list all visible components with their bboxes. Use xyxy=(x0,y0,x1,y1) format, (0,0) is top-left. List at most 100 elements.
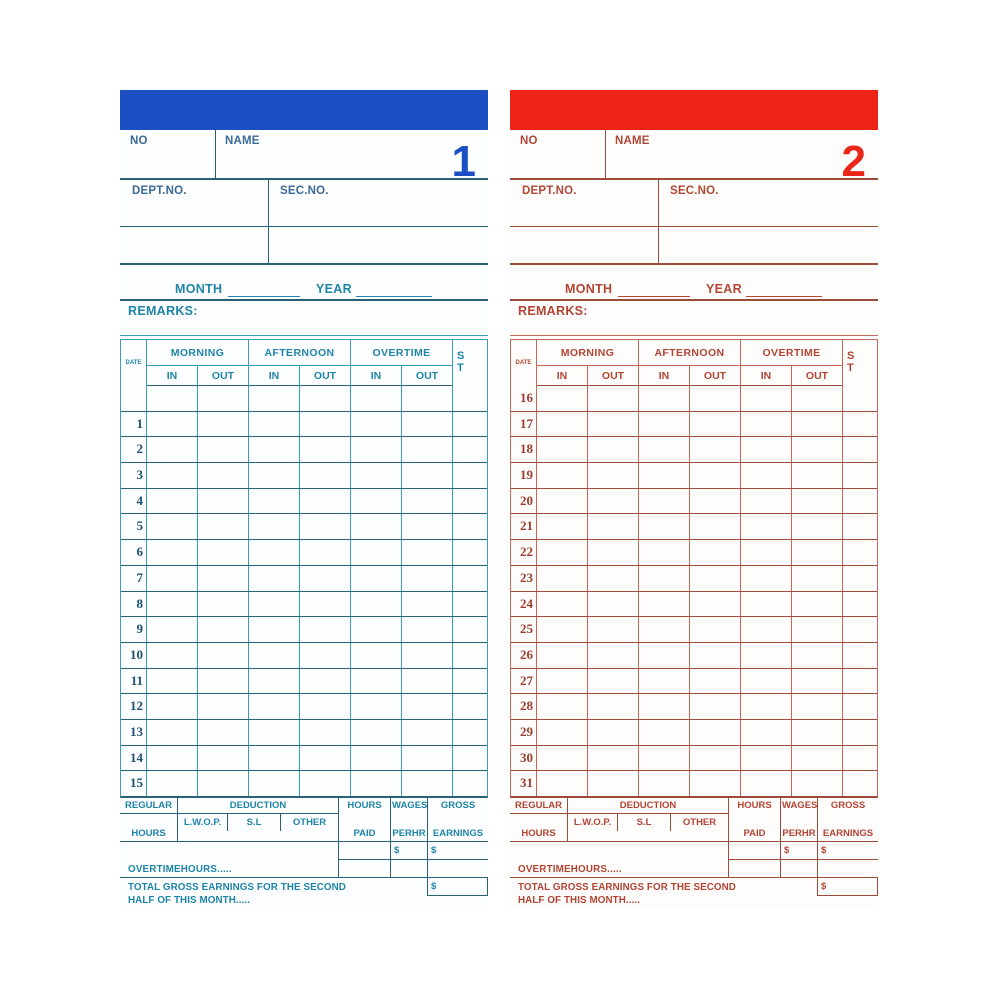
date-cell: 7 xyxy=(121,565,147,591)
table-row: 12 xyxy=(121,694,487,720)
divider xyxy=(605,130,606,178)
time-cell xyxy=(741,488,792,514)
time-cell xyxy=(300,565,351,591)
date-cell: 26 xyxy=(511,642,537,668)
time-cell xyxy=(639,488,690,514)
table-row: 8 xyxy=(121,591,487,618)
st-cell xyxy=(843,412,877,437)
summary-block: REGULAR HOURS DEDUCTION L.W.O.P. S.L OTH… xyxy=(510,797,878,907)
time-cell xyxy=(741,668,792,694)
name-label: NAME xyxy=(615,135,650,147)
time-cell xyxy=(792,745,843,771)
time-cell xyxy=(690,514,741,540)
table-row: 6 xyxy=(121,540,487,566)
hours-paid-value-cell xyxy=(338,842,390,860)
regular-hours-cell: REGULAR HOURS xyxy=(510,798,568,842)
table-row: 11 xyxy=(121,668,487,695)
time-cell xyxy=(300,411,351,437)
time-cell xyxy=(249,745,300,771)
st-cell xyxy=(453,412,487,437)
st-bottom: T xyxy=(457,362,464,374)
year-blank-line xyxy=(746,296,822,297)
date-cell: 9 xyxy=(121,617,147,642)
st-cell xyxy=(843,643,877,668)
divider xyxy=(215,130,216,178)
time-cell xyxy=(690,745,741,771)
total-line-1: TOTAL GROSS EARNINGS FOR THE SECOND xyxy=(518,882,736,893)
time-cell xyxy=(537,771,588,796)
afternoon-header: AFTERNOON xyxy=(639,340,741,366)
time-cell xyxy=(741,591,792,617)
time-cell xyxy=(741,617,792,642)
month-label: MONTH xyxy=(565,282,613,296)
time-cell xyxy=(351,668,402,694)
table-row: 13 xyxy=(121,719,487,746)
table-row: 30 xyxy=(511,745,877,772)
table-row: 7 xyxy=(121,565,487,592)
time-cell xyxy=(741,642,792,668)
time-cell xyxy=(147,386,198,411)
time-cell xyxy=(792,386,843,411)
time-cell xyxy=(741,463,792,488)
time-cell xyxy=(249,437,300,463)
hours-paid-value-cell xyxy=(728,842,780,860)
time-cell xyxy=(402,617,453,642)
out-header: OUT xyxy=(198,366,249,386)
time-cell xyxy=(792,463,843,488)
no-label: NO xyxy=(130,135,148,147)
table-row: 15 xyxy=(121,771,487,797)
time-cell xyxy=(588,565,639,591)
sec-no-label: SEC.NO. xyxy=(670,185,719,197)
time-cell xyxy=(147,411,198,437)
overtime-hours-label: OVERTIMEHOURS..... xyxy=(120,860,338,878)
gross-dollar-cell: $ xyxy=(427,842,488,860)
time-cell xyxy=(300,668,351,694)
empty-cell xyxy=(120,842,338,860)
time-cell xyxy=(300,642,351,668)
time-cell xyxy=(537,617,588,642)
time-cell xyxy=(300,540,351,565)
table-row: 24 xyxy=(511,591,877,618)
st-cell xyxy=(843,720,877,745)
paid-label: PAID xyxy=(353,828,376,839)
blank-row xyxy=(510,227,878,265)
dollar-sign: $ xyxy=(821,845,827,856)
date-cell: 10 xyxy=(121,642,147,668)
time-cell xyxy=(198,694,249,719)
time-grid-header: DATE MORNING AFTERNOON OVERTIME S T IN O… xyxy=(121,340,487,386)
date-cell: 8 xyxy=(121,591,147,617)
time-cell xyxy=(147,437,198,463)
time-cell xyxy=(792,540,843,565)
period-row: MONTH YEAR xyxy=(120,280,488,299)
time-cell xyxy=(402,488,453,514)
time-cell xyxy=(198,668,249,694)
st-cell xyxy=(453,771,487,796)
date-cell: 22 xyxy=(511,540,537,565)
time-cell xyxy=(147,771,198,796)
time-cell xyxy=(300,694,351,719)
lwop-label: L.W.O.P. xyxy=(568,814,618,831)
table-row: 10 xyxy=(121,642,487,669)
earnings-label: EARNINGS xyxy=(822,828,874,839)
time-cell xyxy=(249,642,300,668)
time-cell xyxy=(249,514,300,540)
time-cell xyxy=(588,617,639,642)
wages-dollar-cell: $ xyxy=(780,842,817,860)
time-cell xyxy=(690,719,741,745)
time-cell xyxy=(147,719,198,745)
time-cell xyxy=(588,694,639,719)
date-cell xyxy=(121,386,147,411)
hours-paid-label: HOURS xyxy=(737,800,772,811)
out-header: OUT xyxy=(690,366,741,386)
dollar-sign: $ xyxy=(394,845,400,856)
time-cell xyxy=(792,488,843,514)
st-cell xyxy=(453,514,487,539)
time-cell xyxy=(639,668,690,694)
time-cell xyxy=(639,437,690,463)
year-label: YEAR xyxy=(706,282,742,296)
wages-label: WAGES xyxy=(392,800,428,811)
time-cell xyxy=(351,514,402,540)
time-cell xyxy=(147,463,198,488)
hours-label: HOURS xyxy=(521,828,556,839)
time-cell xyxy=(588,668,639,694)
